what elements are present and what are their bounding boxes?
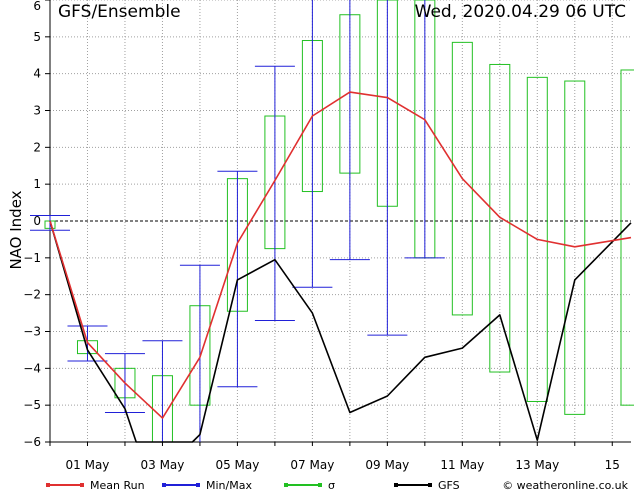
tick-labels: −6 −5 −4 −3 −2 −1 0 1 2 3 4 5 6 01 May 03 May 05 May 07 … — [23, 0, 620, 472]
x-tick-label: 11 May — [440, 458, 484, 472]
legend-marker-sigma — [318, 483, 322, 487]
legend-label-mean: Mean Run — [90, 479, 145, 490]
x-tick-label: 15 — [605, 458, 620, 472]
sigma-box — [451, 41, 473, 316]
legend-label-sigma: σ — [328, 479, 335, 490]
y-tick-label: −5 — [23, 398, 41, 412]
minmax-bars — [30, 0, 445, 442]
legend-label-gfs: GFS — [438, 479, 460, 490]
y-tick-label: −1 — [23, 251, 41, 265]
legend-marker-minmax — [162, 483, 166, 487]
grid-lines — [50, 0, 631, 442]
legend: Mean Run Min/Max σ GFS © weatheronline.co.uk — [46, 479, 629, 492]
legend-marker-gfs — [394, 483, 398, 487]
run-label: Wed, 2020.04.29 06 UTC — [415, 2, 626, 22]
y-tick-label: 1 — [33, 177, 41, 191]
sigma-box — [526, 76, 548, 402]
y-tick-label: 4 — [33, 67, 41, 81]
sigma-box — [489, 63, 511, 373]
y-tick-label: −4 — [23, 361, 41, 375]
x-tick-label: 07 May — [290, 458, 334, 472]
x-tick-label: 05 May — [215, 458, 259, 472]
legend-marker-mean — [46, 483, 50, 487]
sigma-box — [620, 69, 634, 406]
y-axis-label: NAO Index — [7, 190, 25, 269]
y-tick-label: 5 — [33, 30, 41, 44]
x-tick-label: 09 May — [365, 458, 409, 472]
legend-marker-gfs — [428, 483, 432, 487]
mean-run-line — [49, 91, 632, 419]
gfs-line — [49, 220, 632, 443]
series-lines — [49, 91, 632, 443]
x-tick-label: 13 May — [515, 458, 559, 472]
y-tick-label: 2 — [33, 140, 41, 154]
legend-label-minmax: Min/Max — [206, 479, 252, 490]
y-tick-label: 6 — [33, 0, 41, 13]
chart-title: GFS/Ensemble — [58, 2, 181, 22]
legend-marker-sigma — [284, 483, 288, 487]
y-tick-label: −6 — [23, 435, 41, 449]
y-tick-label: −2 — [23, 288, 41, 302]
x-tick-label: 03 May — [140, 458, 184, 472]
sigma-box — [564, 80, 586, 415]
legend-marker-minmax — [196, 483, 200, 487]
y-tick-label: 3 — [33, 104, 41, 118]
y-tick-label: −3 — [23, 325, 41, 339]
copyright-text: © weatheronline.co.uk — [502, 479, 628, 490]
y-tick-label: 0 — [33, 214, 41, 228]
legend-marker-mean — [80, 483, 84, 487]
x-tick-label: 01 May — [66, 458, 110, 472]
